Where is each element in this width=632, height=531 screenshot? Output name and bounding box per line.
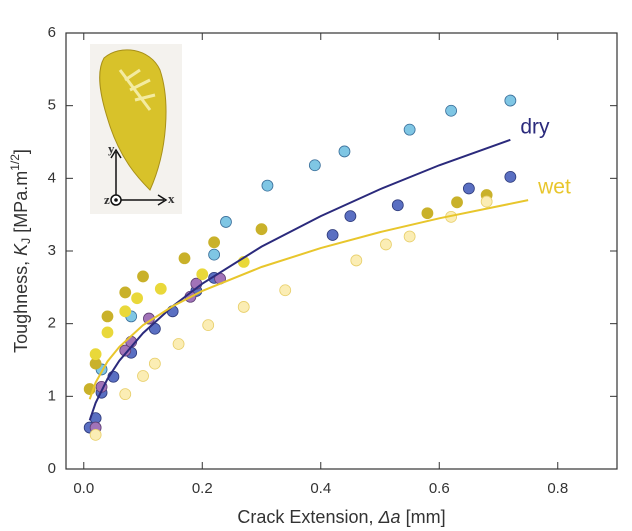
data-point: [101, 310, 114, 323]
data-point: [196, 268, 209, 281]
data-point: [504, 94, 517, 107]
data-point: [380, 238, 392, 251]
data-point: [279, 284, 292, 297]
data-point: [89, 348, 102, 361]
data-point: [89, 428, 102, 441]
data-point: [451, 196, 463, 209]
data-point: [421, 207, 434, 220]
data-point: [154, 282, 167, 295]
data-point: [261, 179, 274, 192]
data-point: [237, 301, 250, 313]
data-point: [172, 338, 185, 350]
data-point: [462, 182, 475, 195]
y-axis-title-part: 1/2: [8, 154, 22, 171]
y-axis-title: Toughness, KJ [MPa.m1/2]: [8, 149, 33, 353]
data-point: [403, 123, 416, 136]
inset-label: x: [168, 191, 175, 206]
data-point: [101, 326, 114, 339]
y-axis-title-part: J: [19, 238, 33, 244]
y-axis-title-part: Toughness,: [11, 256, 31, 353]
data-point: [137, 370, 149, 382]
data-point: [445, 104, 458, 117]
x-axis-title-part: Δa: [377, 507, 400, 527]
data-point: [202, 319, 215, 332]
data-point: [326, 229, 339, 241]
y-axis-title-part: ]: [11, 149, 31, 154]
x-tick-label: 0.6: [429, 480, 450, 497]
data-point: [148, 357, 161, 370]
fit-line: [88, 138, 511, 421]
data-point: [308, 159, 321, 172]
y-tick-label: 5: [48, 97, 56, 114]
data-point: [137, 270, 149, 283]
inset-z-dot: [114, 198, 118, 202]
data-point: [119, 286, 132, 299]
line-label: wet: [537, 176, 571, 199]
x-axis-title: Crack Extension, Δa [mm]: [237, 507, 445, 527]
y-tick-label: 4: [48, 169, 56, 186]
data-point: [480, 195, 493, 208]
data-point: [350, 254, 363, 267]
data-point: [338, 145, 351, 158]
inset-detail: [118, 68, 156, 111]
data-point: [208, 236, 221, 249]
data-point: [208, 248, 221, 261]
x-axis-title-part: Crack Extension,: [237, 507, 378, 527]
x-tick-label: 0.0: [73, 480, 94, 497]
data-point: [255, 223, 268, 236]
y-tick-label: 1: [48, 387, 56, 404]
data-point: [178, 252, 191, 265]
data-point: [131, 292, 143, 305]
inset-specimen: [99, 49, 167, 191]
x-tick-label: 0.2: [192, 480, 213, 497]
y-tick-label: 6: [48, 24, 56, 41]
inset-photo: y x z: [90, 44, 182, 214]
inset-label: z: [104, 192, 110, 207]
y-tick-label: 2: [48, 315, 56, 332]
y-tick-label: 0: [48, 460, 56, 477]
data-point: [119, 344, 132, 357]
y-axis-title-part: [MPa.m: [11, 171, 31, 238]
x-axis-title-part: [mm]: [401, 507, 446, 527]
data-point: [391, 199, 404, 212]
y-axis-title-part: K: [11, 243, 31, 256]
fit-line: [88, 199, 529, 400]
data-point: [403, 230, 416, 243]
inset-arrowhead-y: [110, 148, 122, 159]
y-tick-label: 3: [48, 242, 56, 259]
data-point: [504, 170, 517, 183]
data-point: [119, 388, 132, 401]
inset-arrowhead-x: [157, 194, 168, 206]
line-label: dry: [520, 115, 550, 138]
data-point: [119, 305, 132, 318]
x-tick-label: 0.4: [310, 480, 331, 497]
data-point: [220, 216, 232, 228]
data-point: [344, 210, 357, 223]
inset-label: y: [108, 141, 115, 156]
x-tick-label: 0.8: [547, 480, 568, 497]
